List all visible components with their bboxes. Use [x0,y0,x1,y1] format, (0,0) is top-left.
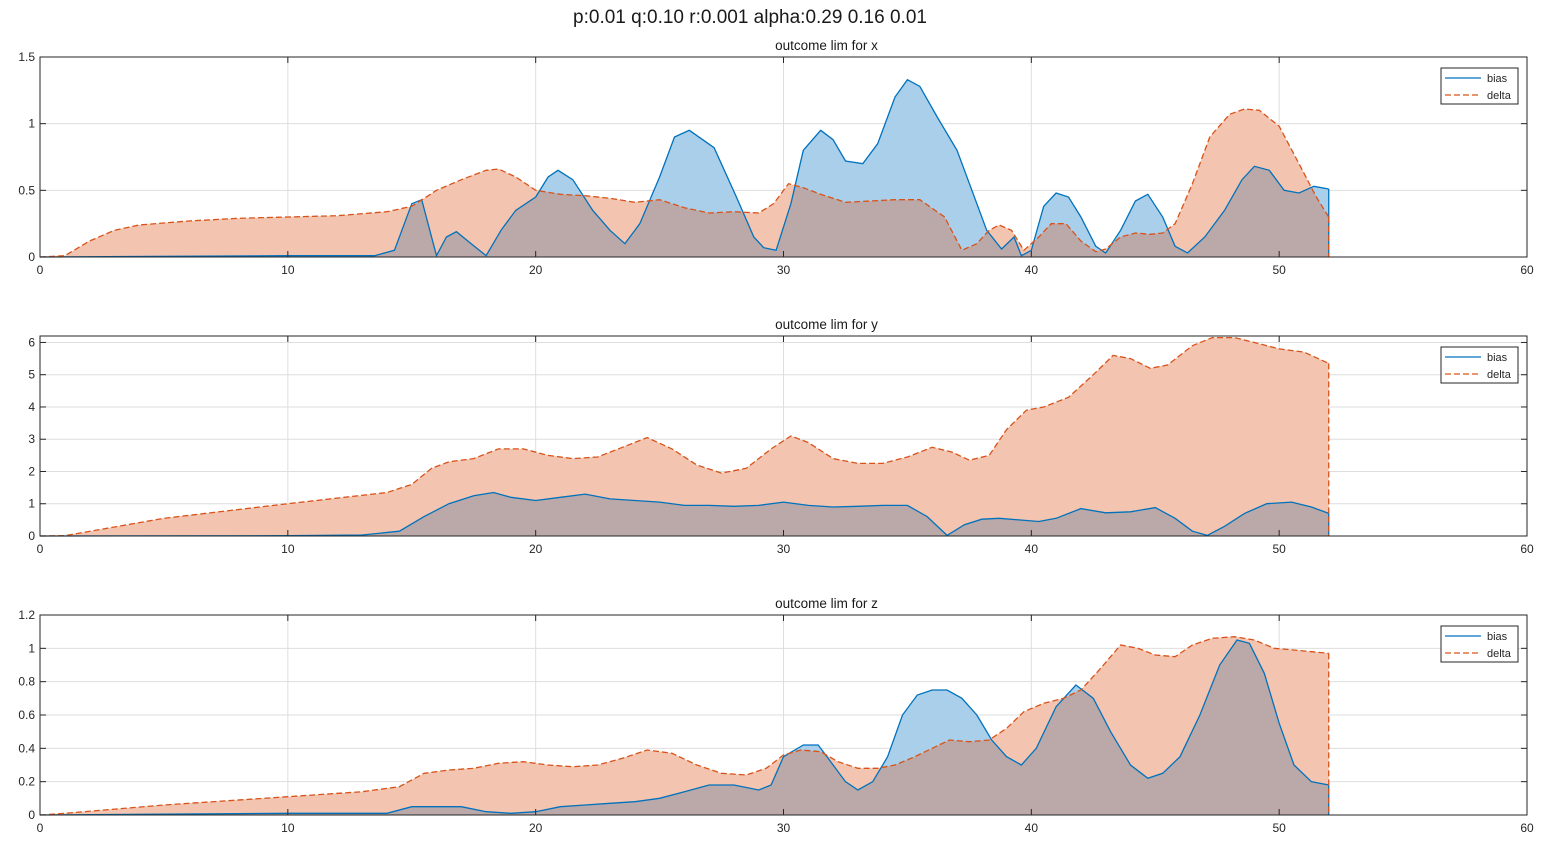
x-tick-label: 0 [37,263,44,277]
x-tick-label: 0 [37,821,44,835]
y-tick-label: 1 [28,641,35,655]
legend-label-delta: delta [1487,369,1512,381]
legend-box [1440,67,1519,105]
y-tick-label: 4 [28,400,35,414]
figure-title: p:0.01 q:0.10 r:0.001 alpha:0.29 0.16 0.… [573,7,927,28]
subplot-3: outcome lim for z 0 10 20 30 40 50 60 0 0.2 0.4 0.6… [18,596,1534,835]
x-tick-label: 20 [529,542,543,556]
bias-area [40,79,1329,257]
legend-label-delta: delta [1487,648,1512,660]
x-tick-label: 10 [281,821,295,835]
x-tick-label: 20 [529,821,543,835]
x-tick-label: 30 [777,821,791,835]
y-tick-label: 0 [28,808,35,822]
legend-box [1440,625,1519,663]
delta-line [39,108,1330,258]
x-tick-label: 60 [1520,263,1534,277]
legend-box [1440,346,1519,384]
x-tick-label: 10 [281,263,295,277]
legend: bias delta [1440,625,1519,663]
y-tick-label: 0.4 [18,741,35,755]
x-tick-label: 30 [777,542,791,556]
y-tick-label: 0 [28,250,35,264]
y-tick-label: 1 [28,117,35,131]
y-tick-label: 1.2 [18,608,35,622]
x-tick-label: 50 [1272,821,1286,835]
bias-line [39,639,1329,816]
x-tick-label: 40 [1025,263,1039,277]
delta-area [40,337,1329,536]
x-tick-label: 20 [529,263,543,277]
delta-line [39,636,1329,816]
x-tick-label: 50 [1272,542,1286,556]
subplot-stack: outcome lim for x0 10 20 30 40 50 6000.511.5bi… [18,38,1534,835]
x-tick-label: 10 [281,542,295,556]
legend: bias delta [1440,346,1519,384]
x-tick-label: 60 [1520,542,1534,556]
y-tick-label: 2 [28,464,35,478]
subplot-title: outcome lim for x [775,38,878,53]
bias-line [39,491,1329,537]
y-tick-label: 3 [28,432,35,446]
bias-line [39,78,1329,258]
subplot-title: outcome lim for y [775,317,878,332]
legend-label-bias: bias [1487,631,1508,643]
y-tick-label: 0.5 [18,183,35,197]
x-tick-label: 40 [1025,542,1039,556]
y-tick-label: 0.6 [18,708,35,722]
subplot-title: outcome lim for z [775,596,878,611]
y-tick-label: 6 [28,335,35,349]
x-tick-label: 60 [1520,821,1534,835]
y-tick-label: 1 [28,497,35,511]
x-tick-label: 40 [1025,821,1039,835]
x-tick-label: 0 [37,542,44,556]
y-tick-label: 0.8 [18,675,35,689]
x-tick-label: 30 [777,263,791,277]
legend-label-bias: bias [1487,352,1508,364]
y-tick-label: 1.5 [18,50,35,64]
delta-area [40,109,1329,257]
overlap-area [40,640,1329,815]
subplot-1: outcome lim for x 0 10 20 30 40 50 60 0 0.5 1 1.5 bi… [18,38,1534,277]
legend-label-delta: delta [1487,90,1512,102]
x-tick-label: 50 [1272,263,1286,277]
legend-label-bias: bias [1487,73,1508,85]
legend: bias delta [1440,67,1519,105]
y-tick-label: 0.2 [18,775,35,789]
delta-line [39,336,1329,537]
y-tick-label: 0 [28,529,35,543]
y-tick-label: 5 [28,368,35,382]
subplot-2: outcome lim for y 0 10 20 30 40 50 60 0 1 2 3 4 5 6 bia… [28,317,1534,556]
